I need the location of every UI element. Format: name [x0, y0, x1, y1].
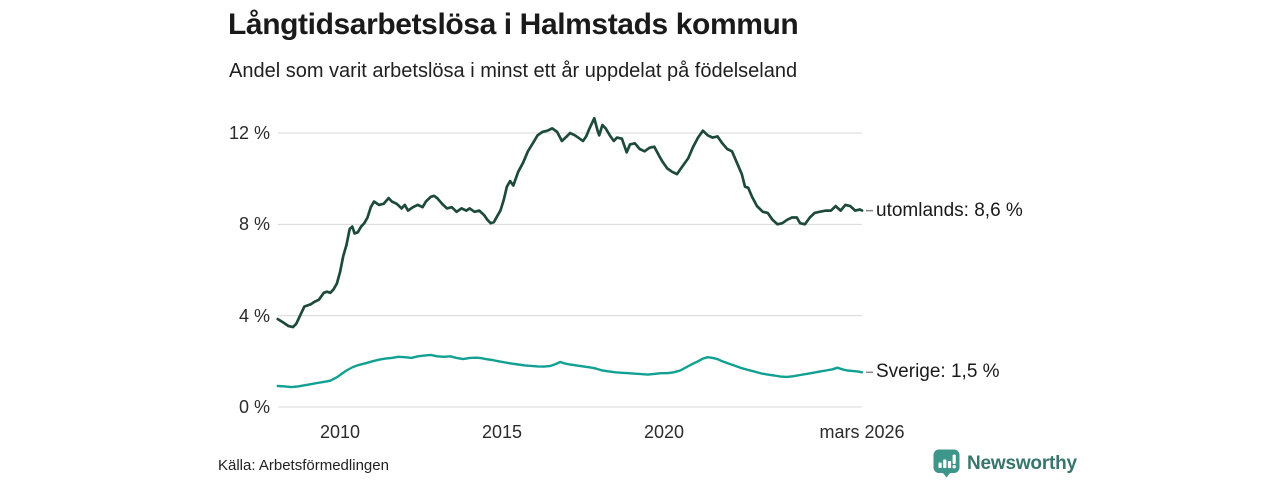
newsworthy-logo-icon — [933, 449, 960, 478]
series-end-label-sverige: Sverige: 1,5 % — [876, 361, 1000, 383]
newsworthy-brand: Newsworthy — [933, 449, 1077, 478]
chart-subtitle: Andel som varit arbetslösa i minst ett å… — [229, 60, 798, 82]
newsworthy-logo-text: Newsworthy — [967, 452, 1077, 474]
y-tick-label: 12 % — [228, 123, 270, 143]
source-caption: Källa: Arbetsförmedlingen — [218, 457, 389, 474]
y-tick-label: 0 % — [238, 397, 270, 417]
page-title: Långtidsarbetslösa i Halmstads kommun — [228, 8, 799, 41]
y-tick-label: 4 % — [238, 305, 270, 326]
gridlines — [278, 132, 862, 408]
series-line-utomlands — [276, 116, 864, 329]
series-lines — [276, 116, 864, 389]
x-tick-label: 2020 — [643, 422, 685, 442]
x-tick-label: 2015 — [481, 422, 523, 442]
label-leader-dashes — [866, 209, 873, 374]
series-end-label-utomlands: utomlands: 8,6 % — [876, 199, 1023, 221]
x-tick-label: mars 2026 — [819, 422, 905, 442]
x-tick-label: 2010 — [319, 422, 361, 442]
series-line-sverige — [276, 353, 864, 389]
y-tick-label: 8 % — [238, 214, 270, 235]
